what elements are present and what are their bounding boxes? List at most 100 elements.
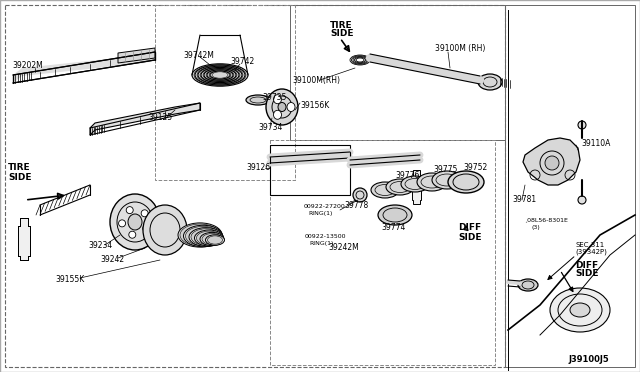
Ellipse shape — [195, 65, 245, 85]
Text: 39781: 39781 — [512, 196, 536, 205]
Ellipse shape — [205, 235, 225, 245]
Ellipse shape — [378, 205, 412, 225]
Ellipse shape — [178, 223, 222, 247]
Bar — [290, 5, 505, 140]
Ellipse shape — [180, 224, 220, 246]
Ellipse shape — [273, 110, 282, 119]
Ellipse shape — [478, 74, 502, 90]
Text: 00922-13500: 00922-13500 — [305, 234, 346, 240]
Ellipse shape — [207, 70, 233, 80]
Text: TIRE: TIRE — [330, 20, 353, 29]
Bar — [270, 145, 350, 195]
Ellipse shape — [203, 68, 237, 82]
Ellipse shape — [191, 229, 221, 245]
Ellipse shape — [246, 95, 270, 105]
Ellipse shape — [578, 121, 586, 129]
Ellipse shape — [273, 95, 282, 104]
Text: TIRE: TIRE — [8, 164, 31, 173]
Ellipse shape — [129, 231, 136, 238]
Text: J39100J5: J39100J5 — [568, 356, 609, 365]
Text: 39778: 39778 — [344, 201, 368, 209]
Text: 39100M(RH): 39100M(RH) — [292, 76, 340, 84]
Text: 39234: 39234 — [88, 241, 112, 250]
Text: 00922-27200: 00922-27200 — [304, 205, 346, 209]
Ellipse shape — [570, 303, 590, 317]
Text: RING(1): RING(1) — [309, 241, 333, 246]
Text: 39100M (RH): 39100M (RH) — [435, 44, 485, 52]
Ellipse shape — [141, 210, 148, 217]
Bar — [155, 5, 295, 180]
Text: 39125: 39125 — [148, 113, 172, 122]
Ellipse shape — [198, 66, 242, 84]
Ellipse shape — [184, 225, 223, 247]
Ellipse shape — [200, 232, 224, 246]
Text: 39742M: 39742M — [183, 51, 214, 60]
Ellipse shape — [206, 70, 234, 81]
Ellipse shape — [417, 173, 447, 191]
Ellipse shape — [518, 279, 538, 291]
Polygon shape — [13, 52, 155, 83]
Ellipse shape — [266, 89, 298, 125]
Text: (3): (3) — [532, 224, 541, 230]
Polygon shape — [18, 218, 30, 260]
Text: SEC.311: SEC.311 — [575, 242, 604, 248]
Text: ¸08L56-8301E: ¸08L56-8301E — [524, 218, 568, 222]
Ellipse shape — [192, 64, 248, 86]
Text: 39742: 39742 — [230, 58, 254, 67]
Ellipse shape — [118, 220, 125, 227]
Text: 39734: 39734 — [258, 124, 282, 132]
Ellipse shape — [202, 234, 222, 244]
Text: DIFF: DIFF — [575, 260, 598, 269]
Text: SIDE: SIDE — [8, 173, 31, 182]
Text: SIDE: SIDE — [458, 232, 481, 241]
Ellipse shape — [212, 72, 228, 78]
Ellipse shape — [209, 71, 231, 79]
Ellipse shape — [207, 236, 223, 244]
Text: 39774: 39774 — [381, 224, 405, 232]
Polygon shape — [118, 48, 155, 63]
Ellipse shape — [110, 194, 160, 250]
Polygon shape — [412, 170, 421, 204]
Ellipse shape — [197, 66, 243, 84]
Text: RING(1): RING(1) — [308, 211, 332, 215]
Bar — [505, 5, 635, 367]
Ellipse shape — [204, 68, 236, 81]
Text: 39126: 39126 — [246, 164, 270, 173]
Polygon shape — [523, 138, 580, 185]
Ellipse shape — [432, 171, 462, 189]
Ellipse shape — [194, 65, 246, 86]
Ellipse shape — [143, 205, 187, 255]
Text: SIDE: SIDE — [330, 29, 353, 38]
Bar — [5, 5, 505, 367]
Ellipse shape — [186, 227, 221, 246]
Ellipse shape — [201, 67, 239, 83]
Ellipse shape — [550, 288, 610, 332]
Ellipse shape — [353, 188, 367, 202]
Ellipse shape — [578, 196, 586, 204]
Polygon shape — [90, 103, 200, 135]
Ellipse shape — [195, 230, 223, 246]
Text: 39776: 39776 — [395, 170, 419, 180]
Text: DIFF: DIFF — [458, 224, 481, 232]
Ellipse shape — [278, 103, 286, 112]
Text: 39242M: 39242M — [328, 243, 359, 251]
Text: 39752: 39752 — [463, 163, 487, 171]
Text: 39202M: 39202M — [12, 61, 43, 71]
Bar — [270, 140, 495, 365]
Ellipse shape — [196, 231, 221, 245]
Ellipse shape — [287, 103, 295, 112]
Ellipse shape — [200, 67, 240, 83]
Ellipse shape — [210, 71, 230, 79]
Ellipse shape — [189, 228, 223, 246]
Ellipse shape — [401, 176, 429, 192]
Text: (39342P): (39342P) — [575, 249, 607, 255]
Ellipse shape — [128, 214, 142, 230]
Text: SIDE: SIDE — [575, 269, 598, 279]
Text: 39735: 39735 — [262, 93, 286, 103]
Ellipse shape — [386, 179, 414, 195]
Text: 39110A: 39110A — [581, 138, 611, 148]
Ellipse shape — [143, 225, 150, 232]
Ellipse shape — [371, 182, 399, 198]
Text: 39156K: 39156K — [300, 100, 329, 109]
Text: 39775: 39775 — [433, 166, 458, 174]
